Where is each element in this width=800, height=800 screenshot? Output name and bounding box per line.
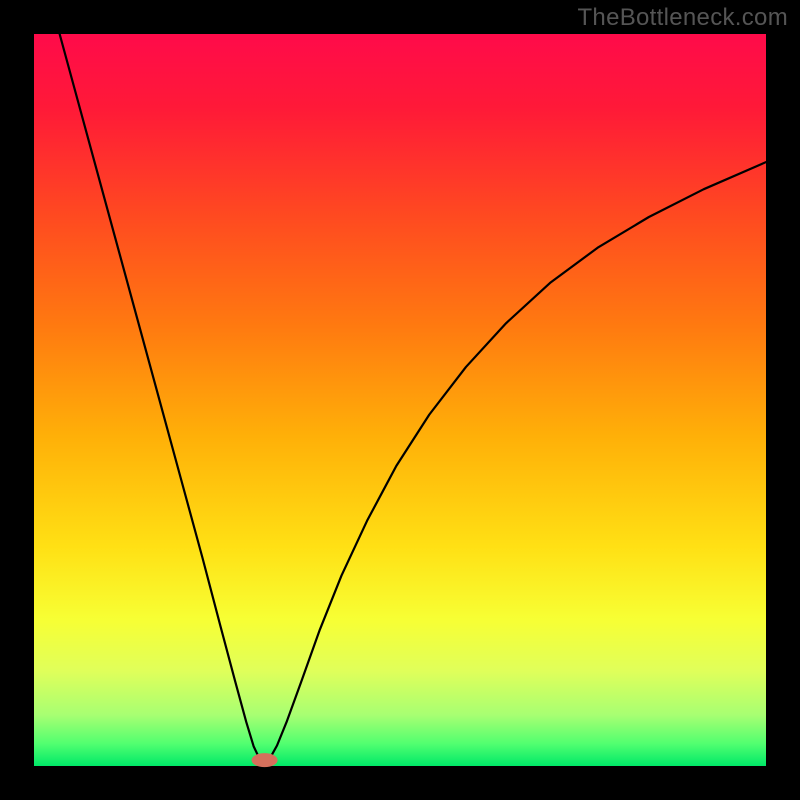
chart-container: TheBottleneck.com: [0, 0, 800, 800]
plot-background: [34, 34, 766, 766]
watermark-text: TheBottleneck.com: [577, 4, 788, 32]
bottleneck-marker: [252, 753, 278, 767]
bottleneck-chart: [0, 0, 800, 800]
